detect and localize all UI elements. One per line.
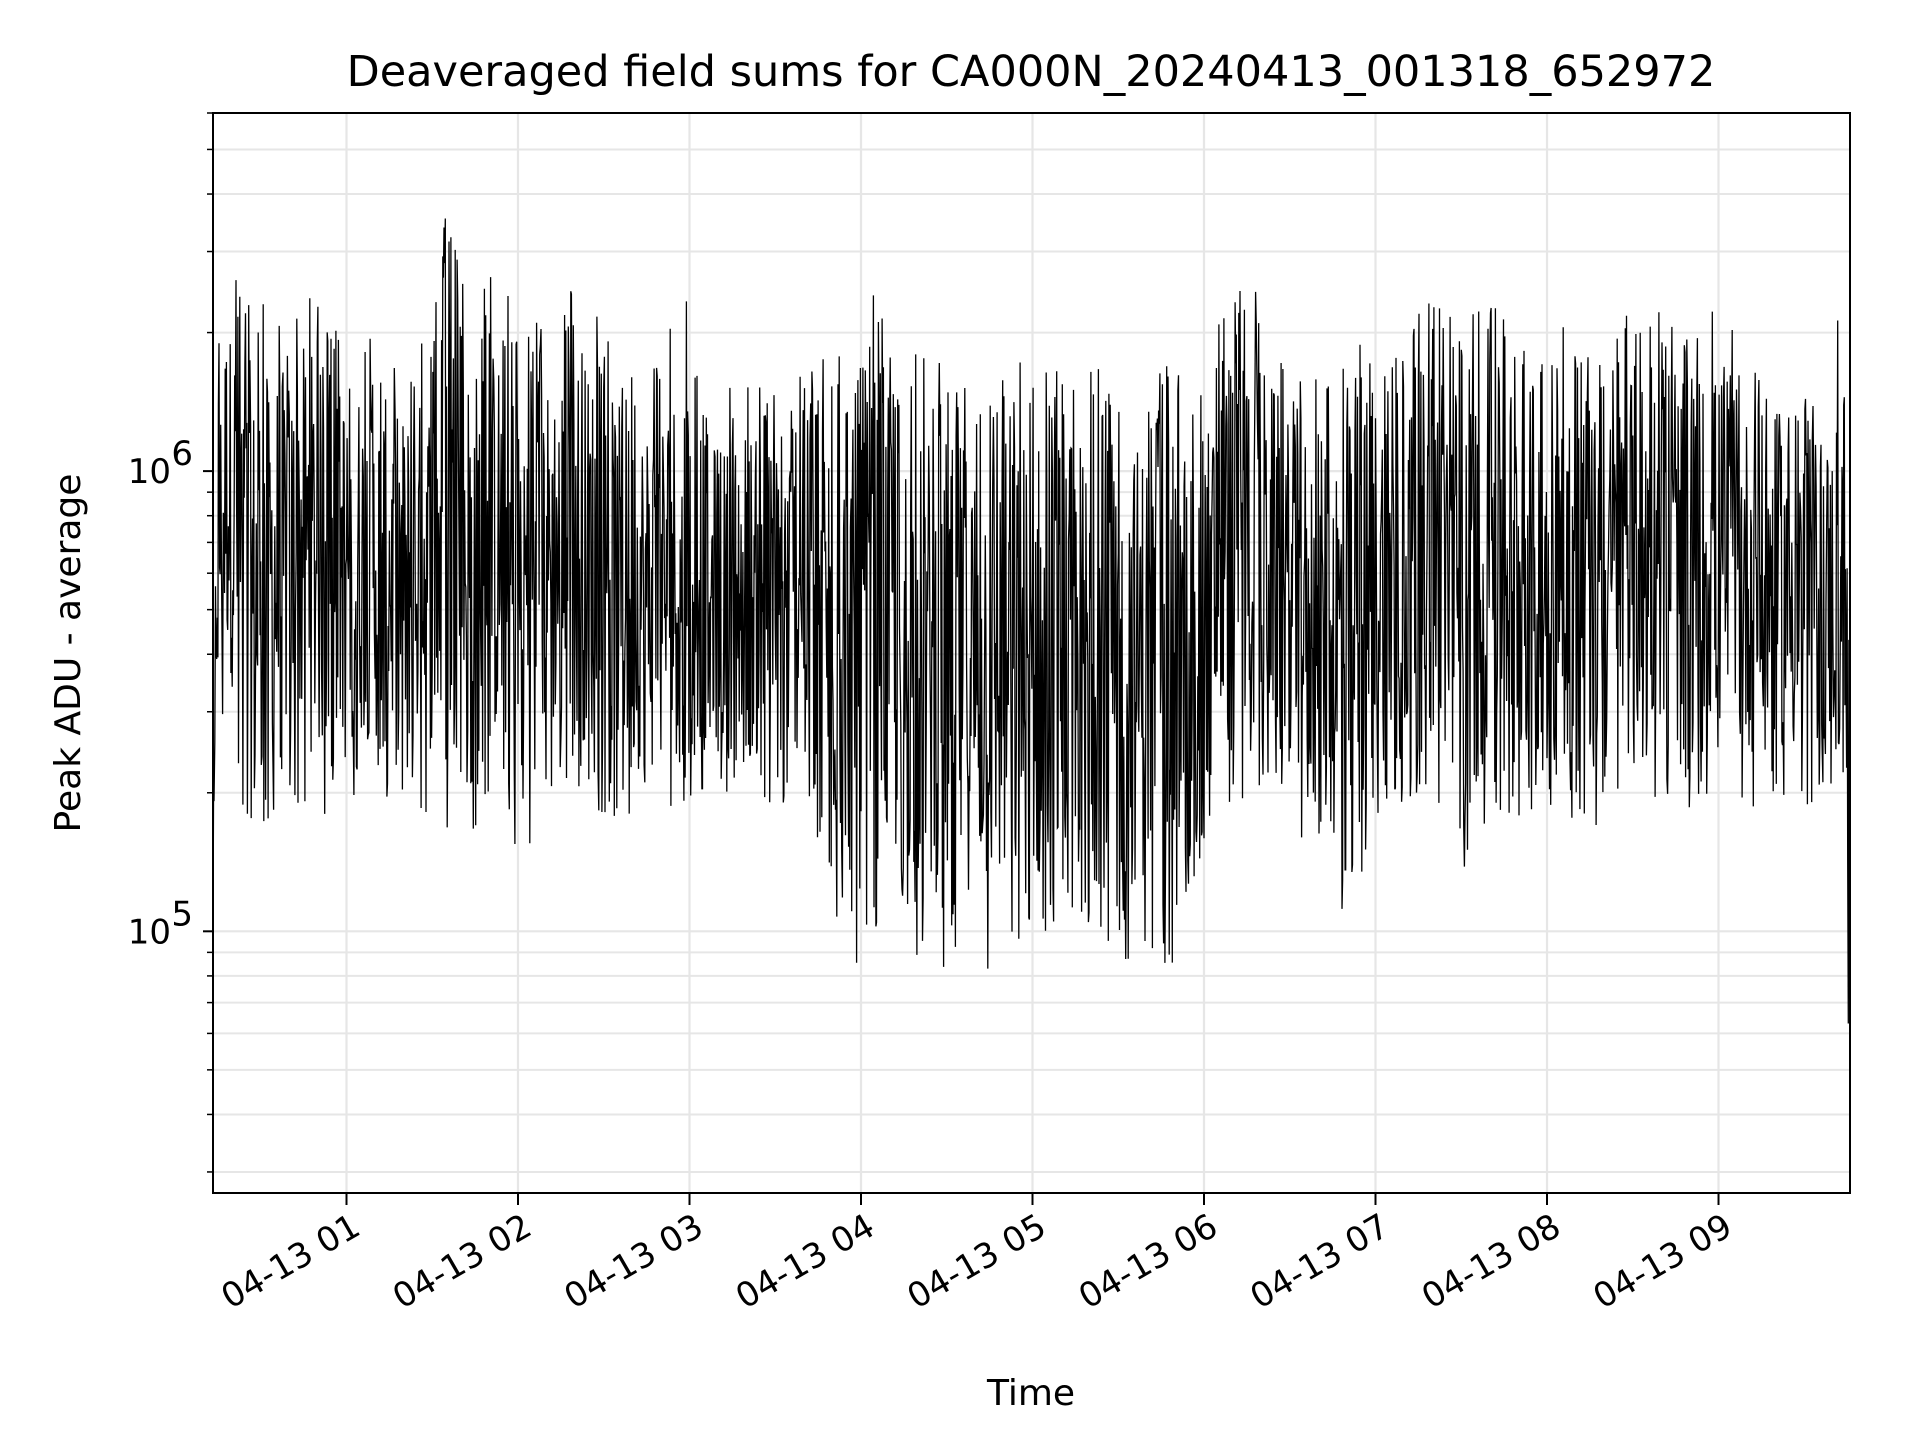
y-axis-label: Peak ADU - average — [48, 474, 89, 833]
x-axis-label: Time — [986, 1373, 1075, 1414]
chart-title: Deaveraged field sums for CA000N_2024041… — [347, 47, 1716, 97]
line-layer — [212, 218, 1851, 1115]
y-tick-exponent: 5 — [171, 894, 193, 934]
y-tick-label: 10 — [128, 452, 171, 492]
y-tick-label: 10 — [128, 912, 171, 952]
series-line — [212, 218, 1851, 1115]
y-tick-exponent: 6 — [171, 434, 193, 474]
plot-frame — [212, 112, 1851, 1194]
